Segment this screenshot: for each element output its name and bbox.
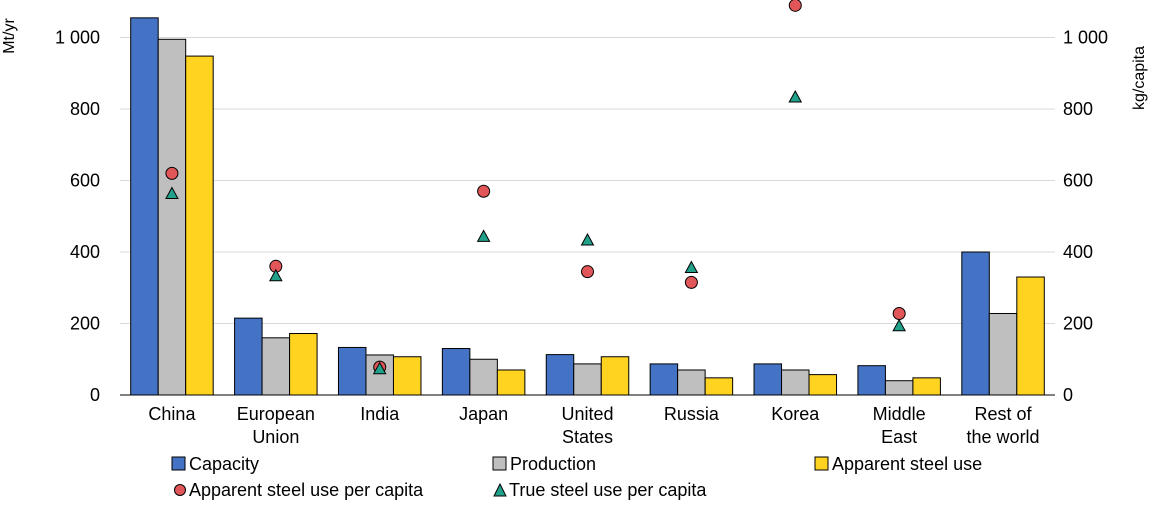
point-circle [477,184,491,198]
bar [884,380,914,396]
bar [857,365,886,396]
bar [961,251,990,396]
point-circle [581,265,594,279]
category-label: the world [967,427,1040,447]
category-label: China [148,404,196,424]
point-triangle [788,89,803,103]
y-axis-left-title: Mt/yr [1,18,18,54]
bar [677,369,706,396]
y-right-tick-label: 600 [1063,171,1093,191]
point-circle [165,166,179,180]
bar [234,317,263,396]
point-triangle [165,186,179,200]
bar [808,374,838,396]
bar [337,346,367,396]
bar [781,369,810,396]
y-left-tick-label: 0 [90,385,100,405]
y-axis-right-ticks: 0 200 400 600 800 1 000 [1063,28,1108,406]
y-right-tick-label: 400 [1063,242,1093,262]
point-circle [684,275,698,289]
bar [545,354,575,396]
y-left-tick-label: 400 [70,242,100,262]
legend: Capacity Production Apparent steel use Appa… [171,454,982,500]
point-circle [788,0,802,12]
category-label: United [561,404,613,424]
x-axis-category-labels: China European Union India Japan United States… [148,404,1039,447]
y-right-tick-label: 1 000 [1063,28,1108,48]
legend-swatch [814,456,829,471]
bar [704,377,734,396]
bar [261,337,291,396]
gridlines [120,37,1055,324]
bar [912,377,941,396]
point-marks [165,0,907,375]
point-triangle [372,361,387,375]
point-triangle [892,318,907,332]
y-right-tick-label: 200 [1063,314,1093,334]
point-triangle [268,268,283,282]
legend-label: Apparent steel use [832,454,982,474]
legend-swatch [171,456,186,471]
point-triangle [476,229,491,242]
bar [753,363,783,396]
bar [441,348,471,396]
bar [1016,276,1045,396]
legend-label: Capacity [189,454,259,474]
legend-label: Production [510,454,596,474]
y-left-tick-label: 1 000 [55,28,100,48]
legend-label: True steel use per capita [509,480,707,500]
bar [496,369,526,396]
point-triangle [684,260,699,274]
point-triangle [580,232,595,246]
point-circle [892,306,906,320]
category-label: Russia [664,404,720,424]
y-left-tick-label: 600 [70,171,100,191]
bar [573,363,602,396]
legend-swatch [492,456,507,471]
bar [289,333,318,396]
bar-marks [130,17,1045,396]
category-label: Japan [459,404,508,424]
y-right-tick-label: 800 [1063,99,1093,119]
legend-label: Apparent steel use per capita [189,480,424,500]
category-label: India [360,404,400,424]
bar [157,38,187,396]
bar [469,358,498,396]
y-left-tick-label: 200 [70,314,100,334]
bar [649,363,679,396]
bar [130,17,159,396]
bar [988,312,1018,396]
category-label: East [881,427,917,447]
y-left-tick-label: 800 [70,99,100,119]
category-label: European [237,404,315,424]
bar [185,55,214,396]
category-label: Korea [771,404,820,424]
legend-marker-triangle [493,482,507,497]
y-axis-right-title: kg/capita [1131,46,1148,110]
y-axis-left-ticks: 0 200 400 600 800 1 000 [55,28,100,406]
bar [392,356,422,396]
category-label: Middle [873,404,926,424]
category-label: States [562,427,613,447]
category-label: Union [252,427,299,447]
bar [600,356,630,396]
category-label: Rest of [975,404,1033,424]
legend-marker-circle [174,484,186,496]
y-right-tick-label: 0 [1063,385,1073,405]
